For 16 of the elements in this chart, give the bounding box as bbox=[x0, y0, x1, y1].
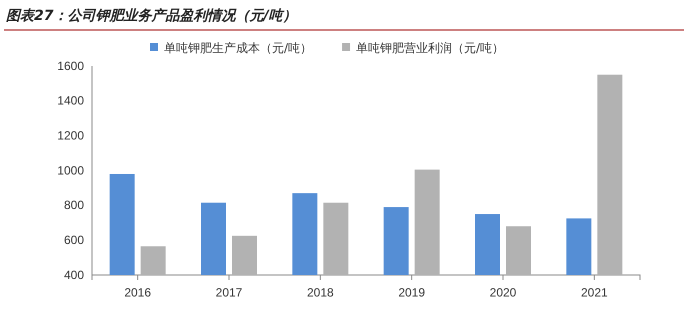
y-tick-label: 400 bbox=[64, 268, 84, 282]
y-tick-label: 800 bbox=[64, 198, 84, 212]
legend-label: 单吨钾肥生产成本（元/吨） bbox=[164, 41, 312, 55]
y-tick-label: 600 bbox=[64, 233, 84, 248]
y-tick-label: 1000 bbox=[57, 163, 84, 178]
y-tick-label: 1200 bbox=[57, 128, 84, 143]
x-tick-label: 2018 bbox=[306, 286, 334, 300]
x-tick-label: 2017 bbox=[216, 286, 243, 300]
x-tick-label: 2021 bbox=[580, 286, 608, 300]
x-tick-label: 2019 bbox=[398, 286, 426, 300]
x-tick-label: 2020 bbox=[490, 286, 517, 300]
x-tick-label: 2016 bbox=[124, 286, 152, 300]
y-tick-label: 1400 bbox=[57, 94, 84, 108]
chart-title: 图表27：公司钾肥业务产品盈利情况（元/吨） bbox=[6, 7, 297, 24]
y-tick-label: 1600 bbox=[57, 58, 84, 73]
legend-label: 单吨钾肥营业利润（元/吨） bbox=[356, 41, 504, 55]
